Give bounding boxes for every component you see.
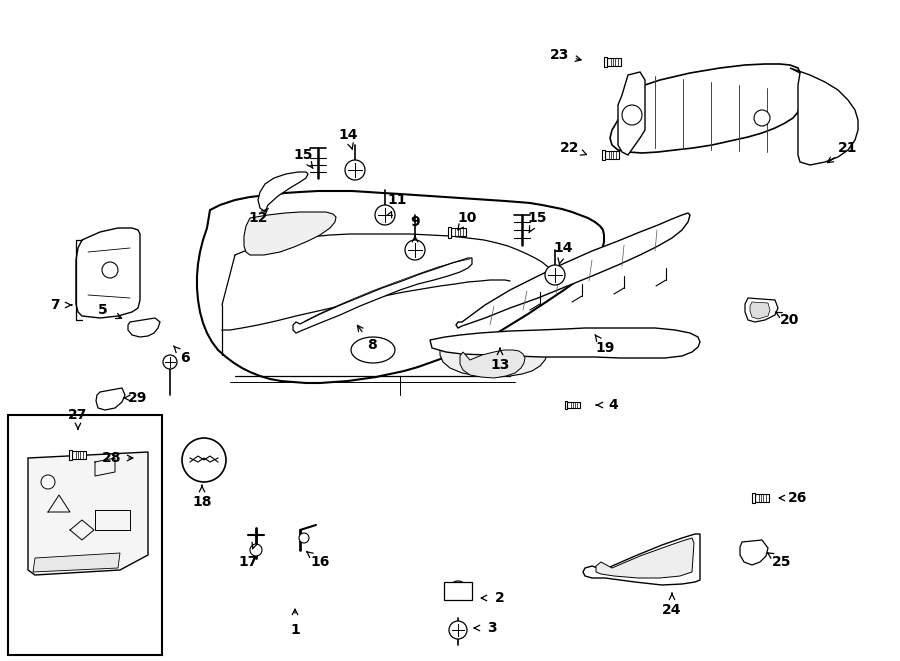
Polygon shape bbox=[293, 258, 472, 333]
Text: 25: 25 bbox=[772, 555, 792, 569]
Circle shape bbox=[545, 265, 565, 285]
Polygon shape bbox=[460, 350, 525, 378]
Circle shape bbox=[375, 205, 395, 225]
Text: 29: 29 bbox=[129, 391, 148, 405]
Polygon shape bbox=[790, 68, 858, 165]
Polygon shape bbox=[618, 72, 645, 155]
Polygon shape bbox=[607, 58, 621, 65]
Polygon shape bbox=[750, 302, 770, 319]
Polygon shape bbox=[444, 582, 472, 600]
Text: 16: 16 bbox=[310, 555, 329, 569]
Text: 21: 21 bbox=[838, 141, 858, 155]
Circle shape bbox=[163, 355, 177, 369]
Text: 14: 14 bbox=[338, 128, 358, 142]
Polygon shape bbox=[610, 64, 800, 153]
Text: 6: 6 bbox=[180, 351, 190, 365]
Polygon shape bbox=[605, 151, 619, 159]
Circle shape bbox=[299, 533, 309, 543]
Polygon shape bbox=[72, 451, 86, 459]
Text: 9: 9 bbox=[410, 215, 419, 229]
Polygon shape bbox=[128, 318, 160, 337]
Polygon shape bbox=[456, 213, 690, 328]
Text: 28: 28 bbox=[103, 451, 122, 465]
Circle shape bbox=[449, 621, 467, 639]
Polygon shape bbox=[96, 388, 125, 410]
Polygon shape bbox=[76, 228, 140, 318]
Text: 26: 26 bbox=[788, 491, 807, 505]
Polygon shape bbox=[596, 538, 694, 578]
Circle shape bbox=[250, 544, 262, 556]
Polygon shape bbox=[567, 402, 580, 408]
Polygon shape bbox=[740, 540, 768, 565]
Text: 14: 14 bbox=[554, 241, 572, 255]
Polygon shape bbox=[33, 553, 120, 572]
Polygon shape bbox=[440, 336, 548, 377]
Polygon shape bbox=[8, 415, 162, 655]
Polygon shape bbox=[28, 452, 148, 575]
Polygon shape bbox=[351, 337, 395, 363]
Text: 27: 27 bbox=[68, 408, 87, 422]
Polygon shape bbox=[197, 191, 604, 383]
Text: 15: 15 bbox=[527, 211, 547, 225]
Circle shape bbox=[622, 105, 642, 125]
Text: 3: 3 bbox=[487, 621, 497, 635]
Circle shape bbox=[449, 581, 467, 599]
Polygon shape bbox=[602, 150, 605, 160]
Text: 4: 4 bbox=[608, 398, 618, 412]
Text: 1: 1 bbox=[290, 623, 300, 637]
Text: 19: 19 bbox=[595, 341, 615, 355]
Circle shape bbox=[102, 262, 118, 278]
Polygon shape bbox=[752, 493, 755, 503]
Text: 11: 11 bbox=[387, 193, 407, 207]
Text: 20: 20 bbox=[780, 313, 800, 327]
Polygon shape bbox=[244, 212, 336, 255]
Text: 17: 17 bbox=[238, 555, 257, 569]
Polygon shape bbox=[745, 298, 778, 322]
Text: 12: 12 bbox=[248, 211, 268, 225]
Polygon shape bbox=[447, 227, 451, 237]
Polygon shape bbox=[451, 228, 466, 236]
Polygon shape bbox=[258, 172, 308, 212]
Text: 15: 15 bbox=[293, 148, 313, 162]
Polygon shape bbox=[430, 328, 700, 358]
Text: 10: 10 bbox=[457, 211, 477, 225]
Text: 13: 13 bbox=[491, 358, 509, 372]
Text: 23: 23 bbox=[550, 48, 570, 62]
Polygon shape bbox=[565, 401, 567, 409]
Polygon shape bbox=[69, 450, 72, 460]
Circle shape bbox=[41, 475, 55, 489]
Circle shape bbox=[754, 110, 770, 126]
Text: 24: 24 bbox=[662, 603, 682, 617]
Text: 18: 18 bbox=[193, 495, 212, 509]
Text: 22: 22 bbox=[560, 141, 580, 155]
Polygon shape bbox=[604, 57, 607, 67]
Polygon shape bbox=[755, 494, 769, 502]
Circle shape bbox=[182, 438, 226, 482]
Circle shape bbox=[405, 240, 425, 260]
Text: 8: 8 bbox=[367, 338, 377, 352]
Text: 5: 5 bbox=[98, 303, 108, 317]
Circle shape bbox=[345, 160, 365, 180]
Polygon shape bbox=[583, 534, 700, 585]
Text: 2: 2 bbox=[495, 591, 505, 605]
Text: 7: 7 bbox=[50, 298, 59, 312]
